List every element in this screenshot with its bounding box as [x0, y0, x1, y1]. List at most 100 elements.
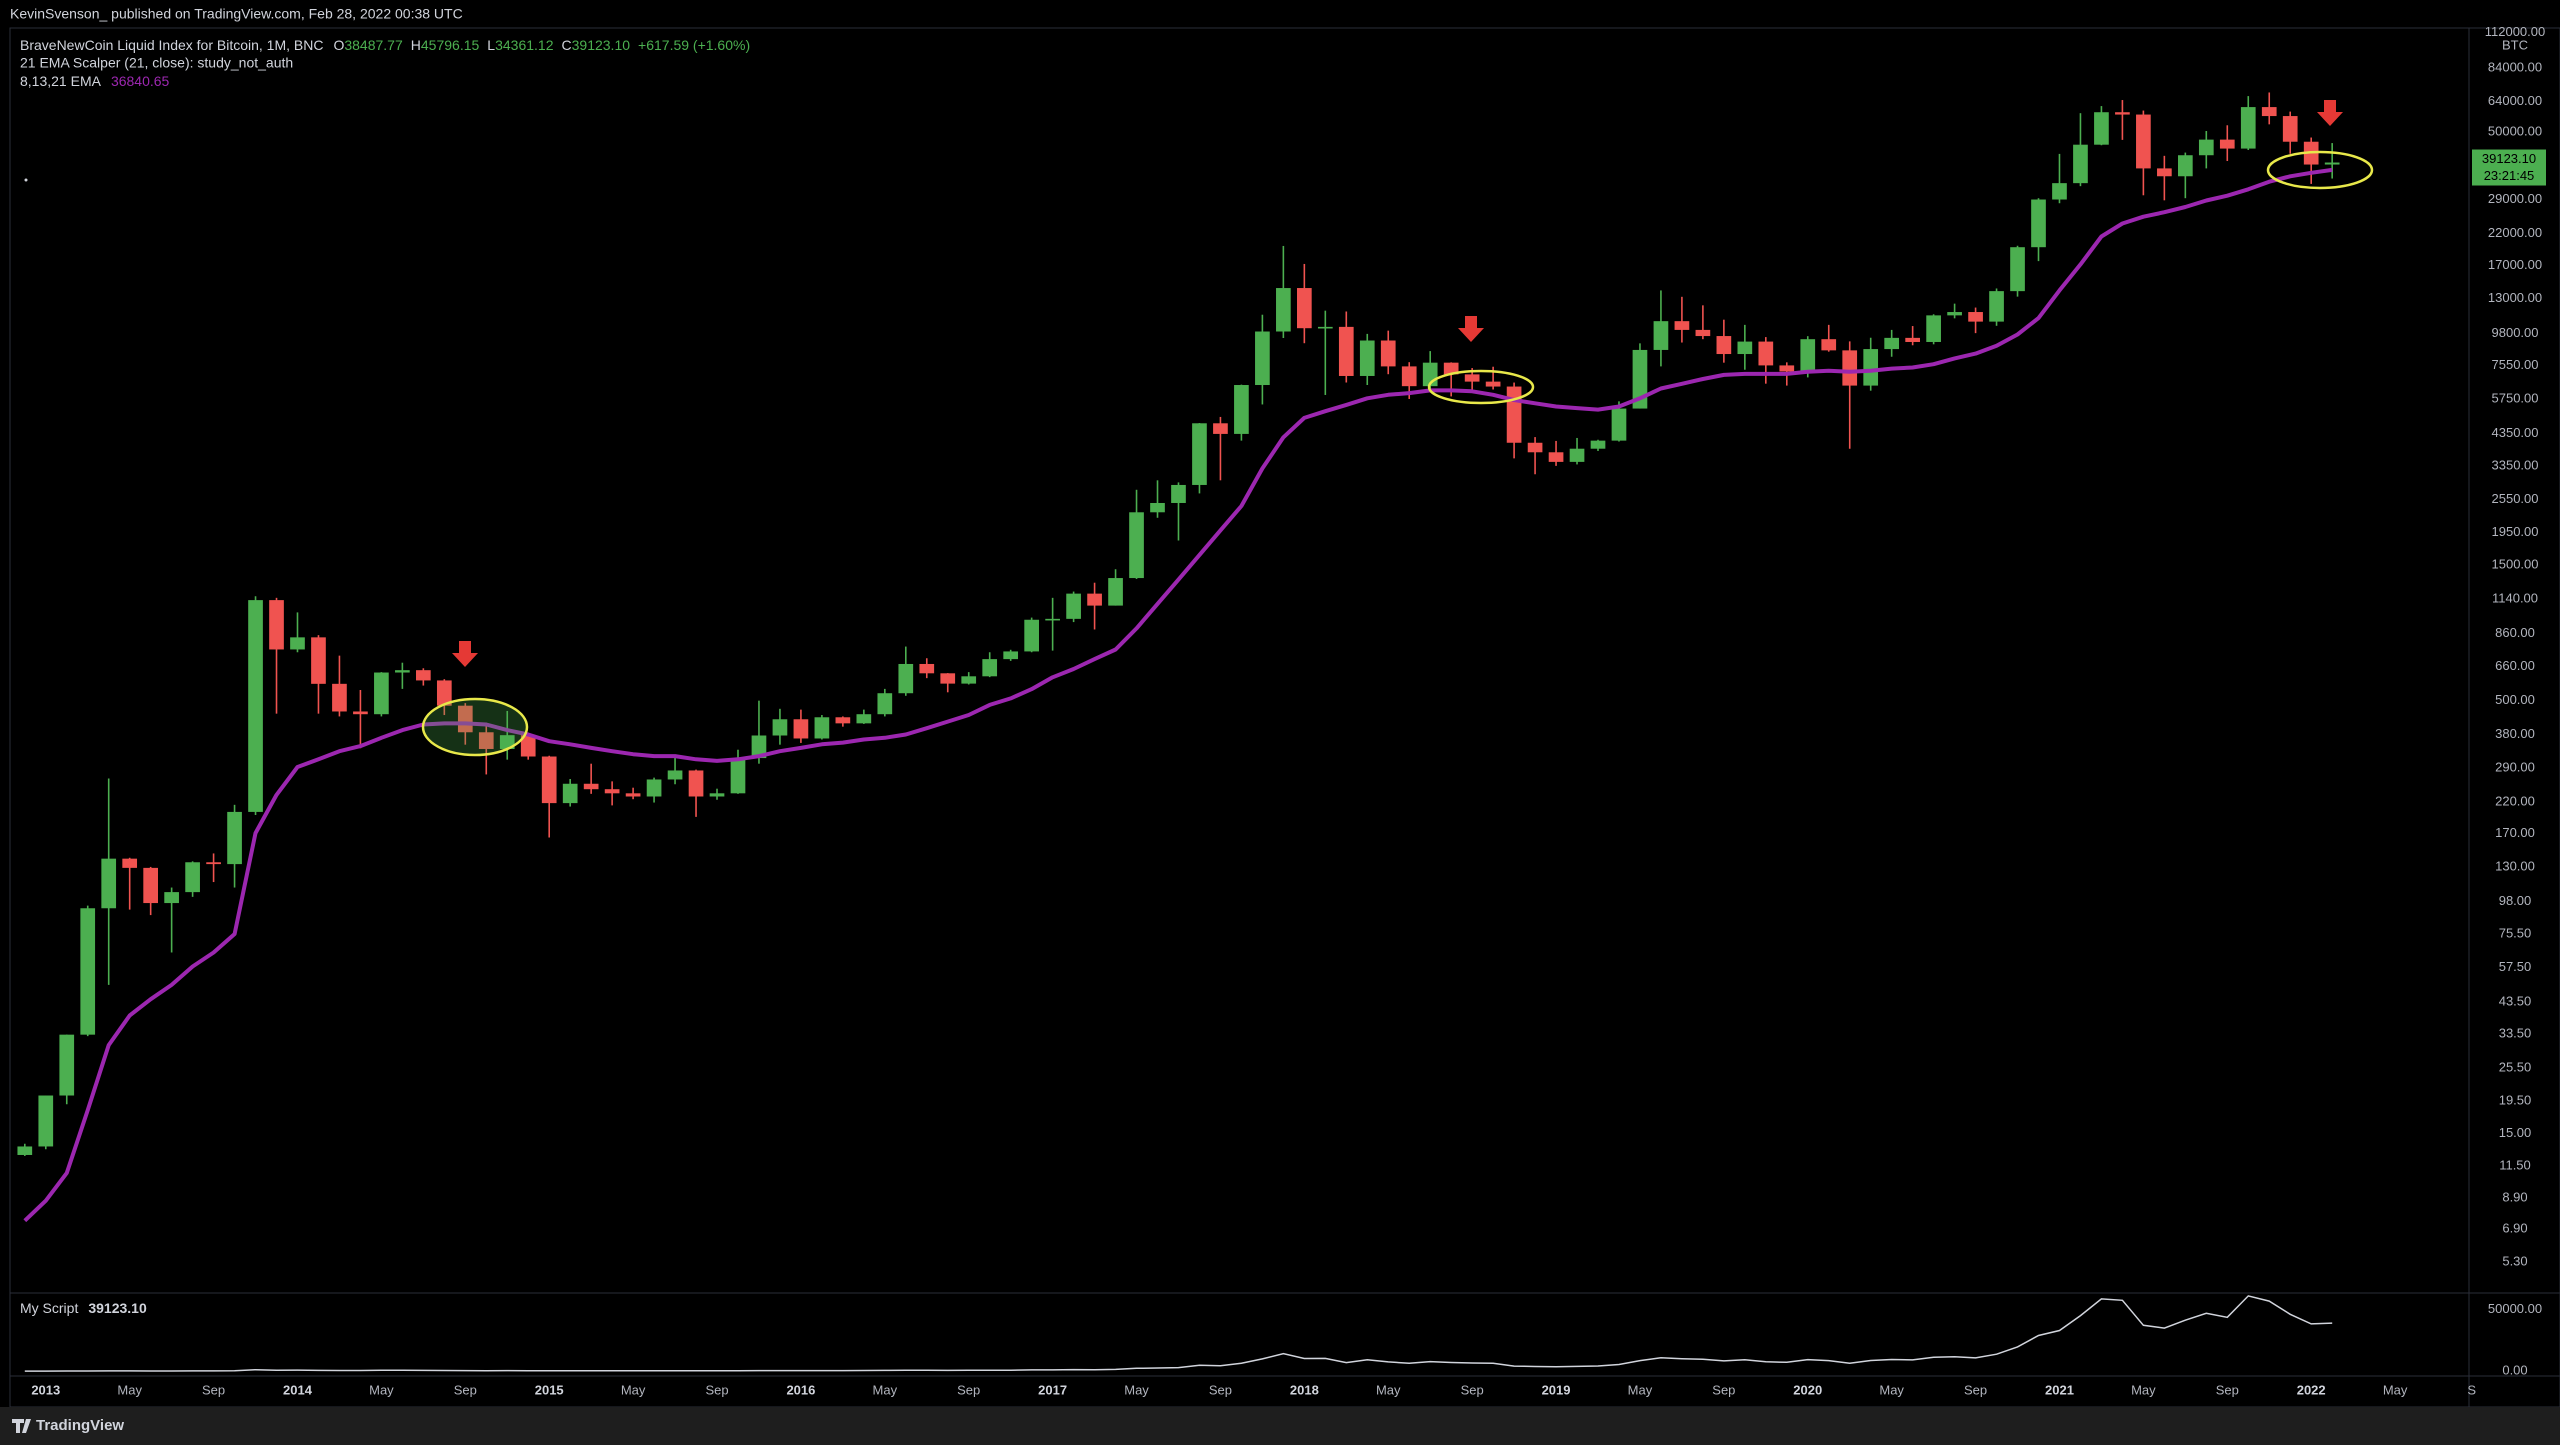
y-tick-label: 13000.00 — [2488, 290, 2542, 305]
x-tick-label: Sep — [1712, 1382, 1735, 1397]
indicator-tick-label: 50000.00 — [2488, 1301, 2542, 1316]
ohlc-value: 45796.15 — [421, 37, 480, 53]
change: +617.59 (+1.60%) — [638, 37, 750, 53]
candle-body — [1800, 339, 1816, 372]
candle-body — [1401, 366, 1417, 387]
price-tag-box — [2472, 149, 2546, 186]
candle-body — [206, 862, 221, 865]
candle-body — [436, 680, 452, 706]
y-tick-label: 17000.00 — [2488, 257, 2542, 272]
candle-body — [1695, 329, 1711, 337]
y-tick-label: 9800.00 — [2492, 325, 2539, 340]
ohlc-key: O — [333, 37, 344, 53]
x-tick-label: 2022 — [2297, 1382, 2326, 1397]
y-tick-label: 11.50 — [2499, 1158, 2531, 1173]
candle-body — [1192, 423, 1207, 485]
candle-body — [856, 714, 872, 724]
x-tick-label: 2015 — [535, 1382, 564, 1397]
y-tick-label: 290.00 — [2495, 759, 2535, 774]
x-tick-label: 2018 — [1290, 1382, 1319, 1397]
candle-body — [143, 867, 158, 904]
candle-body — [667, 770, 683, 780]
y-tick-label: 380.00 — [2495, 726, 2535, 741]
candle-body — [919, 663, 935, 674]
marker-dot — [24, 178, 28, 182]
x-tick-label: Sep — [2216, 1382, 2239, 1397]
candle-body — [2219, 139, 2235, 149]
candle-body — [185, 862, 200, 893]
candle-body — [2073, 144, 2088, 184]
y-tick-label: 75.50 — [2499, 925, 2532, 940]
footer — [0, 1407, 2560, 1445]
candle-body — [290, 637, 305, 650]
candle-body — [1359, 340, 1375, 376]
indicator-name: My Script — [20, 1300, 78, 1316]
candle-body — [730, 758, 746, 794]
candle-body — [961, 676, 977, 684]
main-pane — [17, 92, 2340, 1223]
highlight-ellipse — [1427, 369, 1535, 405]
y-tick-label: 8.90 — [2502, 1189, 2527, 1204]
candle-body — [1863, 349, 1879, 386]
candle-body — [374, 672, 389, 715]
x-tick-label: Sep — [202, 1382, 225, 1397]
y-tick-label: 1500.00 — [2492, 556, 2539, 571]
y-tick-label: 64000.00 — [2488, 93, 2542, 108]
y-tick-label: 19.50 — [2499, 1093, 2532, 1108]
candle-body — [38, 1095, 54, 1147]
candle-body — [1255, 331, 1270, 386]
candle-body — [1632, 349, 1648, 409]
drawings — [24, 100, 2374, 757]
candle-body — [1003, 651, 1019, 660]
y-tick-label: 3350.00 — [2492, 457, 2539, 472]
candle-body — [457, 705, 473, 733]
candle-body — [898, 663, 914, 694]
candle-body — [1380, 340, 1396, 367]
ohlc-value: 39123.10 — [572, 37, 631, 53]
x-tick-label: May — [117, 1382, 142, 1397]
candle-body — [101, 858, 117, 909]
down-arrow — [1458, 316, 1484, 342]
y-tick-label: 22000.00 — [2488, 225, 2542, 240]
brand-logo — [12, 1419, 31, 1433]
candle-body — [835, 717, 851, 724]
candle-body — [2177, 155, 2193, 177]
overlay-legend: 8,13,21 EMA 36840.65 — [20, 73, 170, 89]
down-arrow — [452, 641, 478, 667]
candle-body — [1234, 385, 1249, 434]
candle-body — [583, 783, 599, 790]
candle-body — [1108, 578, 1123, 606]
candle-body — [2261, 107, 2277, 117]
candle-body — [1716, 336, 1732, 355]
y-tick-label: 43.50 — [2499, 993, 2532, 1008]
candle-body — [520, 735, 536, 757]
candle-body — [1464, 374, 1480, 382]
candle-body — [688, 770, 704, 797]
price-tag-value: 39123.10 — [2482, 151, 2536, 166]
candle-body — [1276, 288, 1291, 332]
candle-body — [814, 717, 830, 739]
x-tick-label: 2013 — [31, 1382, 60, 1397]
candle-body — [1884, 337, 1900, 350]
currency: BTC — [2502, 37, 2528, 52]
x-tick-label: 2019 — [1542, 1382, 1571, 1397]
y-tick-label: 84000.00 — [2488, 60, 2542, 75]
y-tick-label: 33.50 — [2499, 1026, 2532, 1041]
y-tick-label: 6.90 — [2502, 1221, 2527, 1236]
y-tick-label: 112000.00 — [2485, 24, 2546, 39]
candle-body — [1024, 619, 1039, 652]
candle-body — [1129, 512, 1144, 579]
x-tick-label: Sep — [705, 1382, 728, 1397]
candle-body — [2324, 162, 2340, 165]
candle-body — [1443, 362, 1459, 375]
overlay-name: 8,13,21 EMA — [20, 73, 102, 89]
candle-body — [1045, 618, 1060, 621]
ohlc-key: L — [487, 37, 495, 53]
candle-body — [122, 858, 138, 868]
candle-body — [1842, 350, 1858, 386]
y-tick-label: 130.00 — [2495, 858, 2535, 873]
y-tick-label: 4350.00 — [2492, 425, 2539, 440]
study-legend: 21 EMA Scalper (21, close): study_not_au… — [20, 55, 293, 71]
x-tick-label: May — [1879, 1382, 1904, 1397]
